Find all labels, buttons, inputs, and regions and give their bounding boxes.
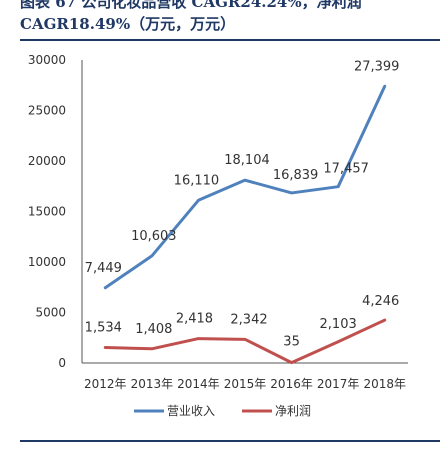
data-label: 10,603 (131, 229, 177, 244)
data-label: 4,246 (362, 294, 399, 309)
x-tick-label: 2016年 (270, 377, 313, 391)
bottom-divider (20, 440, 440, 442)
title-divider (20, 39, 440, 41)
series-line-2 (103, 318, 387, 365)
y-tick-label: 25000 (28, 104, 66, 118)
x-tick-label: 2013年 (131, 377, 174, 391)
series-line-1 (103, 84, 387, 290)
data-label: 18,104 (224, 153, 270, 168)
data-label: 2,342 (230, 312, 267, 327)
legend-label-2: 净利润 (275, 404, 311, 418)
data-label: 7,449 (85, 261, 122, 276)
data-label: 35 (283, 335, 300, 350)
y-tick-label: 30000 (28, 53, 66, 67)
y-tick-label: 5000 (35, 306, 66, 320)
chart-title-line1: 图表 67 公司化妆品营收 CAGR24.24%，净利润 (20, 0, 362, 11)
y-tick-label: 15000 (28, 205, 66, 219)
y-tick-label: 10000 (28, 255, 66, 269)
data-label: 16,839 (273, 168, 319, 183)
x-tick-label: 2012年 (84, 377, 127, 391)
legend-label-1: 营业收入 (167, 404, 215, 418)
x-tick-label: 2018年 (363, 377, 406, 391)
y-tick-label: 20000 (28, 154, 66, 168)
y-tick-label: 0 (58, 356, 66, 370)
chart-axes: 0 5000 10000 15000 20000 25000 30000 2012年 2013年… (28, 53, 408, 391)
x-tick-label: 2014年 (177, 377, 220, 391)
data-label: 1,408 (135, 322, 172, 337)
data-label: 16,110 (174, 173, 220, 188)
x-tick-label: 2015年 (224, 377, 267, 391)
x-tick-label: 2017年 (317, 377, 360, 391)
data-label: 17,457 (323, 162, 369, 177)
series-lines (103, 84, 387, 365)
data-label: 1,534 (85, 321, 122, 336)
data-label: 2,418 (176, 312, 213, 327)
data-label: 2,103 (320, 317, 357, 332)
chart-legend: 营业收入 净利润 (134, 404, 311, 418)
data-label: 27,399 (354, 59, 400, 74)
chart-title-line2: CAGR18.49%（万元，万元） (20, 15, 236, 33)
